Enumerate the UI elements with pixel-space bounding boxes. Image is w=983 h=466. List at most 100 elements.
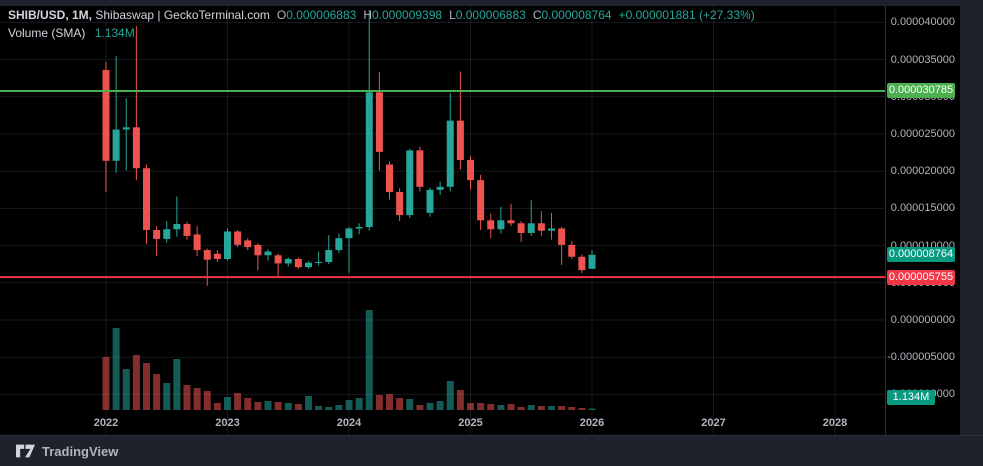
candle-2025-08 bbox=[537, 223, 545, 231]
volume-bar-2023-02 bbox=[234, 393, 242, 410]
price-tick-40: 0.000040000 bbox=[890, 16, 955, 29]
tradingview-brand-link[interactable]: TradingView bbox=[16, 444, 118, 459]
volume-bar-2025-02 bbox=[477, 403, 485, 410]
candle-2023-06 bbox=[274, 255, 282, 264]
time-tick-2023: 2023 bbox=[215, 417, 240, 429]
candle-2023-01 bbox=[224, 231, 231, 259]
resistance-ray-price-badge: 0.000030785 bbox=[887, 83, 955, 99]
tradingview-logo-icon bbox=[16, 444, 35, 458]
volume-bar-2024-10 bbox=[436, 401, 444, 410]
candle-2023-09 bbox=[305, 262, 312, 268]
price-tick-0: 0.000000000 bbox=[890, 314, 955, 326]
candle-2025-03 bbox=[487, 220, 495, 230]
candle-2022-06 bbox=[153, 229, 161, 239]
open-value: 0.000006883 bbox=[286, 8, 357, 22]
volume-bar-2022-02 bbox=[112, 328, 120, 410]
volume-bar-2024-03 bbox=[365, 310, 373, 410]
candle-2025-11 bbox=[568, 244, 576, 257]
volume-bar-2026-01 bbox=[588, 408, 596, 410]
candle-2025-01 bbox=[467, 160, 474, 181]
candle-2022-04 bbox=[132, 127, 140, 169]
volume-bar-2022-12 bbox=[213, 403, 221, 410]
candle-2025-07 bbox=[527, 223, 535, 233]
volume-bar-2025-07 bbox=[527, 405, 535, 410]
candle-2022-03 bbox=[122, 127, 130, 130]
price-tick--5: -0.000005000 bbox=[887, 351, 955, 364]
volume-bar-2025-12 bbox=[578, 408, 586, 410]
volume-bar-2023-06 bbox=[274, 402, 282, 410]
volume-bar-2022-05 bbox=[143, 363, 150, 410]
price-tick-35: 0.000035000 bbox=[890, 53, 955, 66]
candle-2025-12 bbox=[578, 256, 586, 271]
volume-bar-2022-03 bbox=[122, 369, 130, 410]
volume-bar-2025-11 bbox=[568, 407, 576, 410]
time-tick-2026: 2026 bbox=[579, 417, 605, 429]
volume-bar-2022-11 bbox=[203, 391, 211, 410]
price-tick-15: 0.000015000 bbox=[890, 202, 955, 215]
candle-2025-10 bbox=[558, 228, 566, 245]
candle-2024-04 bbox=[375, 92, 383, 152]
volume-bar-2023-05 bbox=[264, 401, 272, 410]
candle-2025-04 bbox=[497, 220, 505, 230]
frame-top-strip bbox=[0, 0, 983, 6]
volume-bar-2023-04 bbox=[254, 402, 262, 410]
candle-2023-04 bbox=[254, 244, 262, 256]
last-price-badge: 0.000008764 bbox=[887, 247, 955, 263]
volume-bar-2023-12 bbox=[335, 405, 343, 410]
time-tick-2024: 2024 bbox=[336, 417, 362, 429]
time-tick-2027: 2027 bbox=[701, 417, 726, 429]
volume-bar-2023-03 bbox=[244, 398, 252, 410]
volume-bar-2023-01 bbox=[224, 397, 231, 410]
candle-2022-01 bbox=[102, 70, 110, 161]
low-label: L bbox=[449, 8, 456, 22]
volume-bar-2022-06 bbox=[153, 374, 161, 410]
candle-2024-12 bbox=[456, 120, 464, 161]
candle-2023-12 bbox=[335, 238, 343, 251]
volume-bar-2022-09 bbox=[183, 385, 191, 410]
volume-bar-2025-06 bbox=[517, 407, 525, 410]
candle-2022-05 bbox=[143, 168, 150, 230]
candle-2022-12 bbox=[213, 253, 221, 259]
candle-2022-11 bbox=[203, 250, 211, 260]
volume-bar-2025-03 bbox=[487, 404, 495, 410]
indicator-value: 1.134M bbox=[94, 26, 135, 40]
volume-bar-2022-07 bbox=[163, 383, 171, 410]
frame-right-strip bbox=[960, 0, 983, 466]
chart-background bbox=[0, 6, 960, 435]
time-tick-2025: 2025 bbox=[458, 417, 483, 429]
time-axis[interactable]: 2022 2023 2024 2025 2026 2027 2028 bbox=[0, 410, 885, 435]
candle-2022-07 bbox=[163, 229, 171, 239]
volume-axis-badge: 1.134M bbox=[887, 389, 935, 405]
candle-2023-05 bbox=[264, 251, 272, 256]
time-tick-2022: 2022 bbox=[93, 417, 119, 429]
volume-bar-2024-01 bbox=[345, 400, 353, 410]
symbol-legend[interactable]: SHIB/USD, 1M, Shibaswap | GeckoTerminal.… bbox=[8, 8, 755, 22]
candle-2022-02 bbox=[112, 129, 120, 161]
indicator-name: Volume (SMA) bbox=[8, 26, 86, 40]
candle-2024-11 bbox=[446, 120, 454, 187]
volume-bar-2023-08 bbox=[294, 404, 302, 410]
price-axis[interactable]: 0.0000400000.0000350000.0000300000.00002… bbox=[885, 6, 960, 435]
volume-bar-2024-06 bbox=[396, 398, 404, 410]
volume-bar-2025-09 bbox=[548, 406, 555, 410]
symbol-name[interactable]: SHIB/USD, 1M, bbox=[8, 8, 96, 22]
volume-bar-2024-09 bbox=[426, 403, 434, 410]
price-tick-25: 0.000025000 bbox=[890, 128, 955, 140]
volume-bar-2024-07 bbox=[406, 399, 414, 410]
high-label: H bbox=[363, 8, 372, 22]
price-tick-20: 0.000020000 bbox=[890, 165, 955, 178]
candle-2024-07 bbox=[406, 150, 414, 216]
close-value: 0.000008764 bbox=[541, 8, 612, 22]
candle-2023-07 bbox=[284, 258, 292, 264]
volume-bar-2024-11 bbox=[446, 381, 454, 410]
volume-bar-2023-09 bbox=[305, 396, 312, 410]
price-axis-separator bbox=[885, 6, 886, 435]
volume-bar-2023-10 bbox=[315, 406, 323, 410]
volume-legend[interactable]: Volume (SMA) 1.134M bbox=[8, 26, 135, 40]
volume-bar-2025-04 bbox=[497, 405, 505, 410]
candle-2025-02 bbox=[477, 180, 485, 221]
volume-bar-2024-12 bbox=[456, 390, 464, 410]
volume-bar-2022-04 bbox=[132, 355, 140, 410]
candle-2024-10 bbox=[436, 186, 444, 190]
